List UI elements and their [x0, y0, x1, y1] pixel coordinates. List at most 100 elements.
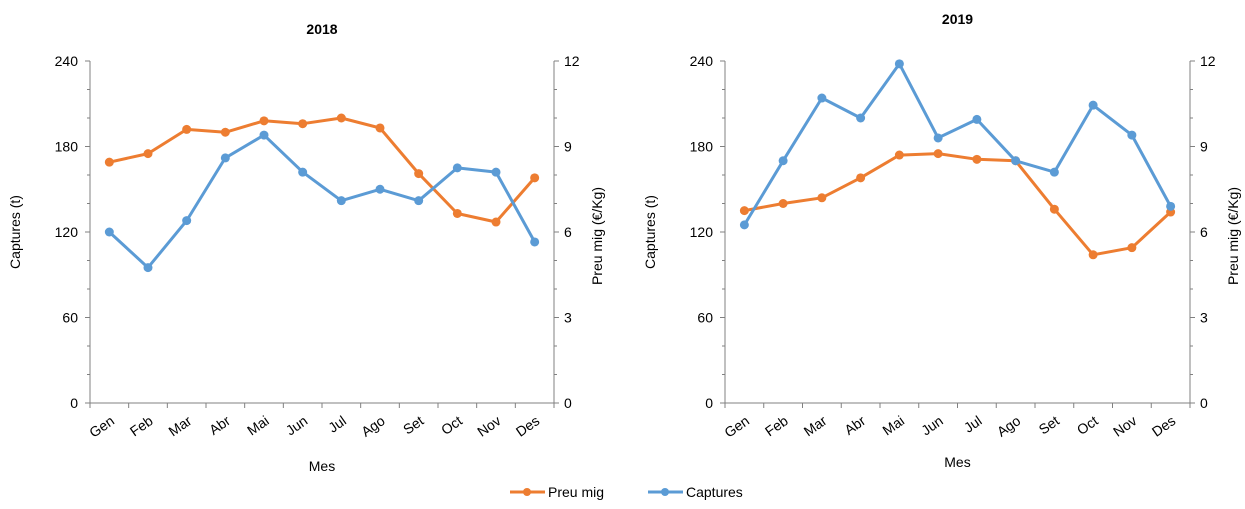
data-point-captures — [298, 167, 308, 177]
legend-swatch-marker — [661, 488, 669, 496]
legend-item-preu-mig: Preu mig — [510, 484, 604, 500]
data-point-captures — [1049, 167, 1059, 177]
data-point-preu-mig — [530, 173, 540, 183]
series-line-preu-mig — [108, 116, 536, 224]
x-tick-label: Abr — [841, 412, 868, 438]
x-tick-label: Des — [1149, 412, 1179, 439]
data-point-preu-mig — [778, 199, 788, 208]
data-point-captures — [894, 59, 904, 69]
chart-title: 2019 — [942, 11, 973, 27]
x-tick-label: Jun — [283, 412, 311, 438]
left-tick-label: 180 — [55, 139, 79, 155]
x-tick-label: Nov — [1110, 412, 1140, 439]
data-point-captures — [1011, 156, 1021, 166]
data-point-captures — [1127, 130, 1137, 140]
data-point-preu-mig — [182, 124, 192, 134]
data-point-captures — [972, 114, 982, 124]
x-tick-label: Set — [400, 412, 426, 437]
right-tick-label: 0 — [1200, 395, 1208, 411]
x-tick-label: Oct — [1074, 412, 1101, 438]
data-point-captures — [491, 167, 501, 177]
x-tick-label: Mai — [879, 412, 907, 438]
chart-panel-2019: 2019 0 0 60 3 120 6 180 9 240 12 Gen Feb Mar Abr Mai Jun… — [642, 11, 1241, 470]
legend-item-captures: Captures — [648, 484, 743, 500]
x-axis-title: Mes — [309, 458, 335, 474]
x-tick-label: Mai — [244, 412, 272, 438]
x-tick-label: Mar — [801, 412, 830, 439]
x-tick-label: Feb — [762, 412, 791, 439]
x-tick-label: Mar — [165, 412, 194, 439]
x-tick-label: Abr — [206, 412, 233, 438]
data-point-preu-mig — [336, 113, 346, 123]
data-point-preu-mig — [1127, 243, 1137, 253]
x-tick-label: Jun — [918, 412, 946, 438]
data-point-captures — [182, 216, 192, 226]
right-tick-label: 6 — [564, 224, 572, 240]
right-tick-label: 12 — [1200, 53, 1216, 69]
data-point-preu-mig — [739, 206, 749, 216]
data-point-captures — [143, 263, 153, 273]
data-point-captures — [856, 113, 866, 123]
right-tick-label: 3 — [1200, 310, 1208, 326]
data-point-preu-mig — [375, 123, 385, 133]
legend-label: Captures — [686, 484, 743, 500]
data-point-preu-mig — [259, 116, 269, 126]
data-point-preu-mig — [1088, 250, 1098, 260]
right-tick-label: 9 — [564, 139, 572, 155]
data-point-preu-mig — [817, 193, 827, 203]
data-point-preu-mig — [972, 154, 982, 164]
x-tick-label: Feb — [127, 412, 156, 439]
x-tick-label: Nov — [474, 412, 504, 439]
y2-axis-title: Preu mig (€/Kg) — [1225, 187, 1241, 285]
chart-panel-2018: 2018 0 0 60 3 120 6 180 9 240 12 Gen Feb Mar Abr Mai Jun… — [7, 21, 605, 474]
data-point-preu-mig — [933, 149, 943, 159]
x-tick-label: Gen — [721, 412, 752, 440]
data-point-captures — [933, 133, 943, 143]
x-tick-label: Jul — [325, 412, 349, 435]
left-tick-label: 0 — [705, 395, 713, 411]
x-tick-label: Ago — [358, 412, 388, 440]
x-axis-title: Mes — [944, 454, 970, 470]
data-point-preu-mig — [1049, 204, 1059, 214]
y-axis-title: Captures (t) — [7, 195, 23, 269]
data-point-preu-mig — [452, 208, 462, 218]
right-tick-label: 9 — [1200, 139, 1208, 155]
legend-label: Preu mig — [548, 484, 604, 500]
x-tick-label: Jul — [961, 412, 985, 435]
left-tick-label: 0 — [70, 395, 78, 411]
right-tick-label: 12 — [564, 53, 580, 69]
data-point-captures — [452, 163, 462, 173]
data-point-captures — [414, 196, 424, 206]
data-point-preu-mig — [894, 150, 904, 160]
x-tick-label: Oct — [438, 412, 465, 438]
left-tick-label: 60 — [62, 310, 78, 326]
data-point-preu-mig — [414, 169, 424, 179]
left-tick-label: 240 — [55, 53, 79, 69]
data-point-preu-mig — [856, 173, 866, 183]
data-point-captures — [336, 196, 346, 206]
series-line-captures — [108, 133, 537, 270]
y-axis-title: Captures (t) — [642, 195, 658, 269]
series-line-preu-mig — [744, 152, 1172, 257]
data-point-captures — [739, 220, 749, 230]
left-tick-label: 240 — [690, 53, 714, 69]
legend-swatch-marker — [523, 488, 531, 496]
series-line-captures — [743, 62, 1172, 226]
data-point-captures — [817, 93, 827, 103]
data-point-captures — [375, 184, 385, 194]
data-point-captures — [259, 130, 269, 140]
data-point-captures — [530, 237, 540, 247]
data-point-captures — [1088, 100, 1098, 110]
right-tick-label: 0 — [564, 395, 572, 411]
chart-title: 2018 — [306, 21, 337, 37]
data-point-preu-mig — [298, 119, 308, 129]
data-point-preu-mig — [220, 127, 230, 137]
right-tick-label: 3 — [564, 310, 572, 326]
data-point-preu-mig — [143, 149, 153, 159]
x-tick-label: Gen — [86, 412, 117, 440]
y2-axis-title: Preu mig (€/Kg) — [589, 187, 605, 285]
data-point-preu-mig — [104, 157, 114, 167]
data-point-captures — [1166, 201, 1176, 211]
data-point-captures — [104, 227, 114, 237]
